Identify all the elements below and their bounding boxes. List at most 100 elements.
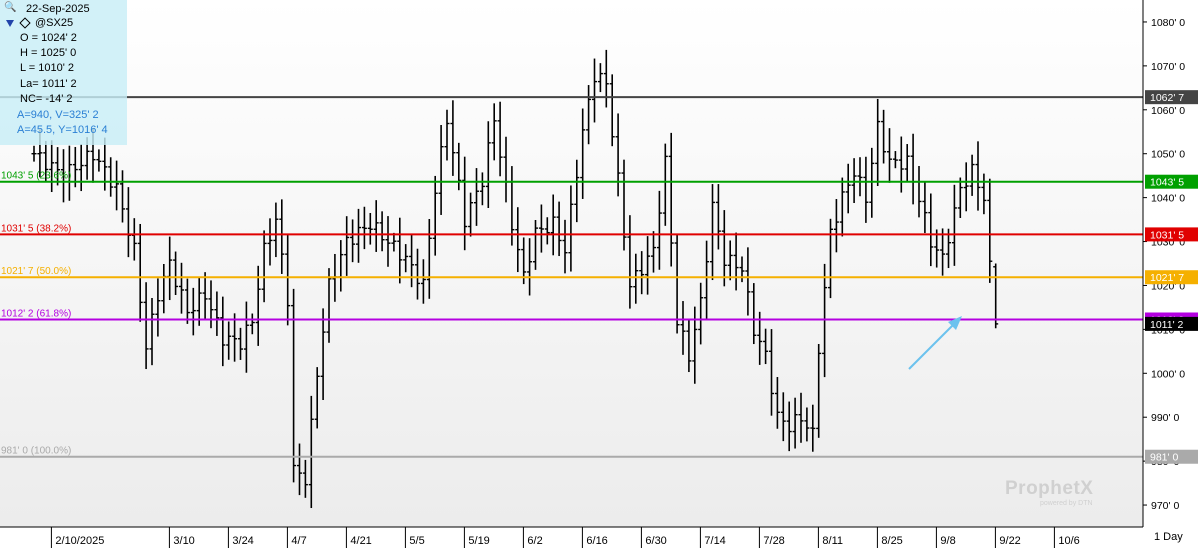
ohlc-bar (527, 238, 533, 296)
ohlc-bar (892, 151, 898, 169)
x-tick-label: 4/21 (350, 535, 371, 547)
ohlc-bar (710, 184, 715, 281)
ohlc-bar (108, 157, 114, 197)
ohlc-bar (851, 158, 857, 203)
x-axis[interactable]: 2/10/2025 3/10 3/24 4/7 4/21 5/5 5/19 6/2 6/16 6/… (0, 526, 1143, 548)
y-tick-label: 1050' 0 (1151, 149, 1185, 161)
ohlc-bar (373, 200, 379, 252)
level-left-label: 1043' 5 (23.6%) (1, 171, 71, 182)
bars-layer (31, 49, 999, 509)
ohlc-bar (822, 263, 828, 378)
collapse-triangle-icon[interactable] (6, 19, 14, 27)
ohlc-bar (243, 301, 249, 373)
ohlc-bar (155, 278, 161, 337)
ohlc-bar (975, 141, 981, 211)
magnifier-icon[interactable]: 🔍 (4, 2, 17, 13)
ohlc-bar (267, 218, 273, 266)
info-low: L = 1010' 2 (20, 62, 74, 74)
ohlc-bar (586, 85, 592, 145)
x-axis-background (0, 527, 1143, 548)
y-tick-label: 970' 0 (1151, 500, 1179, 512)
ohlc-bar (951, 184, 957, 266)
x-tick-label: 9/22 (999, 535, 1020, 547)
ohlc-bar (326, 268, 332, 343)
ohlc-bar (426, 219, 432, 299)
ohlc-bar (833, 199, 839, 253)
info-net-change: NC= -14' 2 (20, 93, 73, 105)
ohlc-bar (828, 218, 833, 299)
info-high: H = 1025' 0 (20, 47, 77, 59)
ohlc-bar (367, 212, 373, 245)
ohlc-bar (190, 287, 196, 336)
ohlc-bar (497, 101, 503, 177)
interval-label[interactable]: 1 Day (1154, 531, 1183, 543)
ohlc-bar (580, 108, 586, 199)
ohlc-bar (173, 251, 179, 296)
annotation-arrow (908, 316, 962, 370)
ohlc-bar (179, 262, 184, 314)
prophetx-logo: ProphetX (1005, 478, 1094, 499)
ohlc-bar (627, 215, 633, 309)
level-left-label: 1012' 2 (61.8%) (1, 308, 71, 319)
ohlc-bar (184, 278, 190, 324)
ohlc-bar (733, 232, 739, 291)
ohlc-bar (597, 63, 603, 93)
ohlc-bar (574, 159, 580, 223)
info-panel: 🔍 22-Sep-2025 @SX25 O = 1024' 2 H = 1025… (0, 0, 127, 145)
ohlc-bar (356, 208, 361, 263)
ohlc-bar (881, 109, 887, 164)
ohlc-bar (533, 220, 538, 270)
ohlc-bar (680, 301, 686, 355)
ohlc-bar (875, 98, 881, 186)
ohlc-bar (804, 407, 810, 442)
level-axis-box (1145, 90, 1198, 105)
ohlc-bar (432, 175, 438, 256)
ohlc-bar (308, 395, 314, 509)
y-tick-label: 1080' 0 (1151, 17, 1185, 29)
ohlc-bar (515, 207, 521, 273)
ohlc-bar (568, 185, 574, 272)
ohlc-bar (651, 231, 656, 273)
level-left-label: 1021' 7 (50.0%) (1, 266, 71, 277)
ohlc-bar (757, 311, 763, 365)
ohlc-bar (485, 121, 491, 209)
ohlc-bar (255, 265, 261, 346)
y-tick-label: 990' 0 (1151, 412, 1179, 424)
ohlc-bar (285, 234, 291, 326)
level-axis-box (1145, 174, 1198, 189)
ohlc-bar (420, 259, 426, 304)
ohlc-bar (438, 124, 444, 215)
ohlc-bar (668, 132, 674, 267)
ohlc-bar (887, 128, 892, 183)
ohlc-bar (450, 100, 456, 176)
ohlc-bar (633, 253, 639, 304)
ohlc-bar (120, 170, 125, 223)
info-last: La= 1011' 2 (20, 78, 77, 90)
ohlc-bar (928, 193, 934, 267)
level-axis-box (1145, 270, 1198, 285)
ohlc-bar (863, 156, 869, 223)
ohlc-bar (409, 234, 415, 288)
ohlc-bar (839, 177, 845, 237)
ohlc-bar (969, 154, 975, 196)
ohlc-bar (196, 277, 202, 326)
ohlc-bar (403, 244, 409, 273)
x-tick-label: 8/11 (822, 535, 843, 547)
symbol-row: @SX25 (6, 17, 73, 29)
ohlc-bar (898, 136, 904, 193)
ohlc-bar (226, 321, 232, 360)
diamond-icon (19, 17, 31, 29)
y-tick-label: 1040' 0 (1151, 193, 1185, 205)
ohlc-bar (993, 263, 999, 329)
ohlc-bar (550, 194, 556, 256)
ohlc-bar (698, 282, 704, 345)
ohlc-bar (302, 459, 308, 498)
arrow-shaft (908, 319, 959, 370)
levels-layer: 1043' 5 (23.6%) 1031' 5 (38.2%) 1021' 7 (5… (0, 96, 1143, 458)
x-tick-label: 5/5 (409, 535, 424, 547)
ohlc-bar (344, 216, 350, 276)
ohlc-bar (415, 248, 420, 300)
